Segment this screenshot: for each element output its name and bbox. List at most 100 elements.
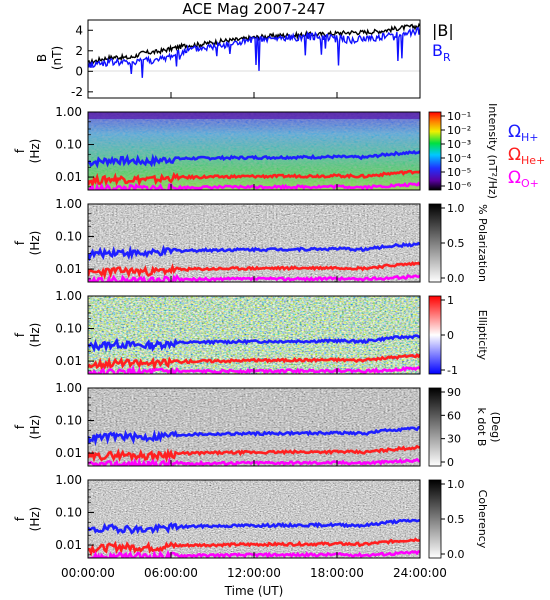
kdotb-colorbar-label: k dot B [475, 408, 488, 447]
b-y-tick-label: 4 [75, 23, 83, 37]
colorbar-tick-label: 10⁻¹ [447, 110, 471, 123]
colorbar-tick-label: 10⁻² [447, 124, 471, 137]
polarization-colorbar: 1.0 0.5 0.0 % Polarization [428, 202, 489, 285]
colorbar-tick-label: 0.0 [447, 272, 465, 285]
freq-y-tick-label: 0.01 [55, 170, 82, 184]
colorbar-tick-label: 1 [447, 294, 454, 307]
h-plus-gyro-line [88, 149, 420, 169]
intensity-colorbar-scale [428, 111, 442, 191]
x-tick-label: 18:00:00 [310, 566, 364, 580]
legend-h-plus: ΩH+ [508, 122, 539, 144]
intensity-colorbar-ticks: 10⁻¹10⁻²10⁻³10⁻⁴10⁻⁵10⁻⁶ [441, 110, 472, 193]
he-plus-gyro-line [88, 261, 420, 280]
freq-ylabel: f [13, 516, 27, 521]
b-panel-ylabel-bottom: (nT) [50, 46, 64, 70]
kdotb-colorbar-ticks: 90 60 30 0 [441, 386, 461, 469]
colorbar-tick-label: 0.5 [447, 513, 465, 526]
freq-ylabel-unit: (Hz) [28, 231, 42, 256]
colorbar-tick-label: -1 [447, 364, 458, 377]
b-panel: 4 2 0 -2 B (nT) |B| BR [35, 19, 454, 99]
ellipticity-colorbar-label: Ellipticity [476, 310, 489, 361]
time-axis-label: Time (UT) [224, 584, 284, 598]
kdotb-panel [87, 387, 421, 467]
colorbar-tick-label: 0.0 [447, 548, 465, 561]
b-panel-y-ticks: 4 2 0 -2 [71, 23, 93, 99]
freq-ylabel: f [13, 148, 27, 153]
colorbar-tick-label: 10⁻³ [447, 138, 471, 151]
coherency-colorbar-label: Coherency [476, 490, 489, 549]
freq-y-tick-label: 1.00 [55, 289, 82, 303]
freq-y-tick-label: 1.00 [55, 473, 82, 487]
ellipticity-colorbar: 1 0 -1 Ellipticity [428, 294, 489, 377]
freq-y-tick-label: 0.10 [55, 322, 82, 336]
he-plus-gyro-line [88, 444, 420, 465]
intensity-top-band [88, 112, 420, 119]
ellipticity-colorbar-ticks: 1 0 -1 [441, 294, 458, 377]
he-plus-gyro-line [88, 352, 420, 372]
legend-b-r: BR [432, 41, 451, 64]
colorbar-tick-label: 10⁻⁶ [447, 180, 472, 193]
he-plus-gyro-line [88, 169, 420, 189]
kdotb-colorbar-unit: (Deg) [489, 412, 502, 443]
freq-ylabel-unit: (Hz) [28, 415, 42, 440]
colorbar-tick-label: 90 [447, 386, 461, 399]
h-plus-gyro-line [88, 241, 420, 262]
ellipticity-panel [87, 295, 421, 375]
b-y-tick-label: -2 [71, 85, 83, 99]
freq-y-tick-label: 0.01 [55, 354, 82, 368]
b-panel-ylabel-top: B [35, 54, 49, 62]
polarization-panel [87, 203, 421, 283]
freq-y-tick-label: 0.01 [55, 446, 82, 460]
freq-ylabel-unit: (Hz) [28, 323, 42, 348]
colorbar-tick-label: 60 [447, 409, 461, 422]
kdotb-colorbar: 90 60 30 0 k dot B (Deg) [428, 386, 502, 469]
legend-he-plus: ΩHe+ [508, 145, 545, 167]
freq-y-tick-label: 0.10 [55, 138, 82, 152]
colorbar-tick-label: 1.0 [447, 478, 465, 491]
colorbar-tick-label: 1.0 [447, 202, 465, 215]
freq-y-tick-label: 0.10 [55, 414, 82, 428]
x-tick-label: 12:00:00 [227, 566, 281, 580]
colorbar-tick-label: 10⁻⁵ [447, 166, 471, 179]
coherency-colorbar-ticks: 1.0 0.5 0.0 [441, 478, 465, 561]
he-plus-gyro-line [88, 537, 420, 557]
b-y-tick-label: 2 [75, 44, 83, 58]
freq-ylabel: f [13, 424, 27, 429]
coherency-colorbar-scale [428, 479, 442, 559]
colorbar-tick-label: 10⁻⁴ [447, 152, 472, 165]
x-tick-label: 06:00:00 [144, 566, 198, 580]
polarization-colorbar-label: % Polarization [476, 204, 489, 282]
coherency-panel [87, 479, 421, 559]
intensity-colorbar-label: Intensity (nT²/Hz) [486, 103, 499, 199]
x-tick-label: 00:00:00 [61, 566, 115, 580]
freq-y-tick-label: 0.10 [55, 230, 82, 244]
b-total-line [88, 22, 420, 67]
legend-b-total: |B| [432, 21, 454, 40]
ellipticity-colorbar-scale [428, 295, 442, 375]
colorbar-tick-label: 30 [447, 433, 461, 446]
b-y-tick-label: 0 [75, 64, 83, 78]
freq-y-tick-label: 1.00 [55, 197, 82, 211]
freq-y-tick-label: 1.00 [55, 381, 82, 395]
b-r-line [88, 26, 420, 78]
freq-y-tick-label: 0.01 [55, 262, 82, 276]
time-axis: 00:00:00 06:00:00 12:00:00 18:00:00 24:00:00 [61, 92, 447, 580]
colorbar-tick-label: 0.5 [447, 237, 465, 250]
freq-ylabel: f [13, 332, 27, 337]
legend-o-plus: ΩO+ [508, 168, 539, 190]
colorbar-tick-label: 0 [447, 456, 454, 469]
gyro-legend: ΩH+ ΩHe+ ΩO+ [508, 122, 545, 190]
figure-title: ACE Mag 2007-247 [182, 0, 325, 18]
freq-ylabel-unit: (Hz) [28, 139, 42, 164]
freq-y-tick-label: 1.00 [55, 105, 82, 119]
kdotb-spectrogram [88, 388, 420, 466]
h-plus-gyro-line [88, 518, 420, 535]
freq-ylabel: f [13, 240, 27, 245]
frequency-axes: 1.000.100.01f (Hz)1.000.100.01f (Hz)1.000.… [13, 105, 94, 556]
intensity-panel [87, 111, 421, 191]
kdotb-colorbar-scale [428, 387, 442, 467]
intensity-colorbar: 10⁻¹10⁻²10⁻³10⁻⁴10⁻⁵10⁻⁶ Intensity (nT²/… [428, 103, 499, 199]
freq-y-tick-label: 0.10 [55, 506, 82, 520]
polarization-colorbar-scale [428, 203, 442, 283]
